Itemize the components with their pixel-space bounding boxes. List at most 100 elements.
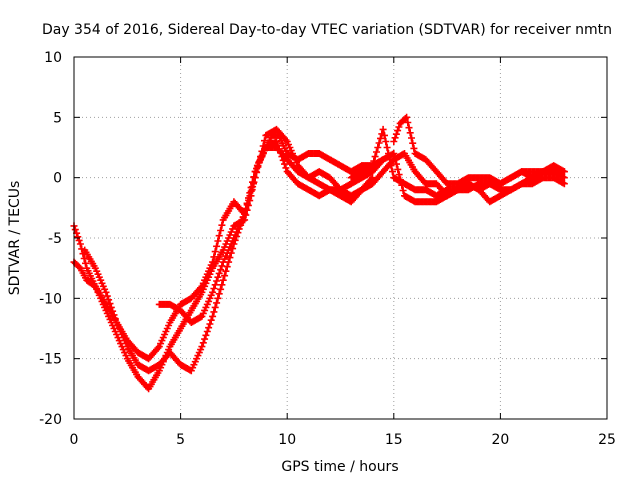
data-point [393, 160, 400, 168]
data-point [76, 240, 84, 248]
data-point [109, 307, 117, 315]
data-point [71, 226, 79, 234]
data-point [242, 205, 250, 213]
data-point [211, 281, 219, 289]
data-point [209, 258, 217, 266]
data-point [102, 288, 110, 296]
data-point [389, 168, 396, 176]
data-point [223, 263, 231, 271]
data-point [203, 328, 211, 335]
y-tick-label: -5 [48, 231, 62, 247]
data-point [392, 130, 400, 138]
data-point [218, 262, 226, 270]
series-track-5 [390, 113, 568, 188]
data-point [213, 299, 221, 307]
data-point [215, 269, 223, 277]
data-point [218, 221, 226, 229]
data-point [243, 201, 251, 209]
data-point [154, 344, 162, 352]
data-point [386, 156, 394, 164]
data-point [217, 285, 225, 293]
x-tick-label: 25 [598, 432, 616, 448]
data-point [282, 136, 290, 144]
data-point [375, 139, 383, 147]
y-tick-label: 5 [53, 110, 62, 126]
data-point [279, 156, 287, 164]
y-tick-label: -10 [39, 291, 62, 307]
data-point [197, 284, 205, 292]
data-point [82, 259, 89, 267]
data-point [399, 187, 407, 194]
data-point [255, 158, 263, 166]
data-point [282, 164, 290, 172]
data-point [247, 187, 255, 195]
data-point [210, 253, 218, 261]
data-point [370, 157, 378, 165]
data-point [105, 296, 113, 304]
data-point [209, 312, 217, 320]
x-tick-label: 20 [491, 432, 509, 448]
grid [74, 57, 607, 419]
data-point [385, 150, 392, 157]
data-point [395, 123, 403, 131]
data-point [275, 145, 283, 153]
data-point [218, 281, 226, 289]
data-point [408, 134, 415, 142]
data-point [221, 272, 229, 280]
data-point [405, 124, 413, 132]
y-tick-label: 10 [44, 50, 62, 66]
data-point [211, 303, 219, 311]
data-point [369, 162, 376, 170]
data-point [201, 335, 209, 343]
data-point [215, 290, 223, 298]
data-point [381, 131, 388, 139]
data-point [410, 144, 418, 152]
data-point [245, 196, 253, 204]
data-point [211, 248, 219, 256]
chart-title: Day 354 of 2016, Sidereal Day-to-day VTE… [42, 22, 612, 38]
data-point [214, 237, 222, 245]
y-tick-label: -20 [39, 412, 62, 428]
data-point [217, 266, 225, 274]
data-point [371, 153, 379, 161]
data-point [75, 263, 83, 271]
y-tick-label: -15 [39, 352, 62, 368]
data-point [373, 148, 380, 156]
data-point [391, 134, 399, 142]
data-point [250, 178, 258, 186]
data-point [383, 144, 391, 151]
data-point [217, 227, 225, 234]
data-point [251, 174, 259, 182]
data-point [213, 277, 221, 285]
data-point [214, 273, 222, 281]
data-point [404, 119, 412, 126]
data-point [257, 153, 264, 161]
x-tick-label: 15 [385, 432, 403, 448]
data-point [213, 242, 221, 250]
data-point [379, 125, 387, 133]
x-tick-label: 5 [176, 432, 185, 448]
data-point [274, 141, 282, 149]
data-point [206, 320, 214, 328]
data-point [205, 324, 213, 332]
data-point [394, 127, 402, 135]
data-point [261, 137, 268, 145]
data-point [560, 168, 568, 176]
data-point [197, 313, 205, 321]
data-point [406, 129, 414, 137]
data-point [106, 300, 114, 308]
data-point [210, 308, 218, 316]
data-point [111, 315, 119, 323]
x-tick-label: 10 [278, 432, 296, 448]
data-point [560, 174, 568, 182]
data-point [395, 171, 403, 179]
data-point [198, 343, 206, 351]
data-point [403, 113, 411, 121]
data-point [103, 292, 111, 300]
series-track-6 [347, 125, 568, 200]
data-point [226, 254, 234, 262]
data-point [382, 138, 390, 145]
data-point [401, 115, 409, 122]
data-point [249, 183, 257, 191]
